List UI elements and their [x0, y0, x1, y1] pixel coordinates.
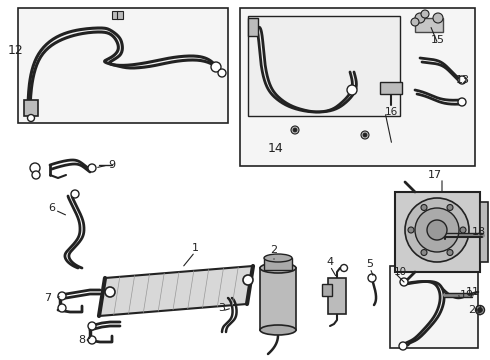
Circle shape [447, 249, 453, 256]
Polygon shape [99, 266, 253, 316]
Circle shape [408, 227, 414, 233]
Bar [415, 18, 443, 32]
Circle shape [105, 287, 115, 297]
Text: 7: 7 [45, 293, 51, 303]
Circle shape [421, 10, 429, 18]
Text: 11: 11 [466, 287, 480, 297]
Circle shape [399, 342, 407, 350]
Circle shape [88, 164, 96, 172]
Circle shape [291, 126, 299, 134]
Text: 14: 14 [268, 141, 284, 154]
Circle shape [368, 274, 376, 282]
Text: 9: 9 [108, 160, 115, 170]
Bar [112, 11, 118, 19]
Circle shape [30, 163, 40, 173]
Ellipse shape [260, 325, 296, 335]
Circle shape [458, 98, 466, 106]
Bar [480, 202, 488, 262]
Bar [264, 258, 292, 270]
Text: 10: 10 [394, 267, 407, 277]
Text: 15: 15 [431, 35, 445, 45]
Circle shape [411, 18, 419, 26]
Text: 4: 4 [326, 257, 334, 267]
Circle shape [421, 204, 427, 211]
Ellipse shape [264, 254, 292, 262]
Text: 6: 6 [48, 203, 55, 213]
Bar [322, 284, 332, 296]
Circle shape [243, 275, 253, 285]
Bar [380, 82, 402, 94]
Circle shape [477, 307, 483, 312]
Ellipse shape [260, 263, 296, 273]
Circle shape [88, 322, 96, 330]
Bar [390, 266, 478, 348]
Circle shape [460, 227, 466, 233]
Circle shape [415, 13, 425, 23]
Bar [117, 11, 123, 19]
Circle shape [433, 13, 443, 23]
Text: 18: 18 [472, 227, 486, 237]
Text: 12: 12 [8, 44, 24, 57]
Circle shape [58, 292, 66, 300]
Circle shape [458, 76, 466, 84]
Circle shape [71, 190, 79, 198]
Circle shape [218, 69, 226, 77]
Circle shape [405, 198, 469, 262]
Bar [260, 268, 296, 330]
Bar [24, 100, 38, 116]
Bar [395, 192, 480, 272]
Bar [248, 16, 400, 116]
Circle shape [421, 249, 427, 256]
Circle shape [58, 304, 66, 312]
Bar [240, 8, 475, 166]
Circle shape [293, 128, 297, 132]
Circle shape [363, 133, 367, 137]
Bar [328, 278, 346, 314]
Text: 8: 8 [78, 335, 86, 345]
Text: 5: 5 [367, 259, 373, 269]
Text: 19: 19 [460, 290, 474, 300]
Circle shape [361, 131, 369, 139]
Text: 13: 13 [456, 75, 470, 85]
Circle shape [427, 220, 447, 240]
Bar [18, 8, 228, 123]
Text: 20: 20 [468, 305, 482, 315]
Circle shape [27, 114, 34, 122]
Circle shape [88, 336, 96, 344]
Text: 2: 2 [270, 245, 277, 255]
Text: 3: 3 [219, 303, 225, 313]
Text: 16: 16 [385, 107, 398, 117]
Circle shape [415, 208, 459, 252]
Circle shape [400, 278, 408, 286]
Circle shape [447, 204, 453, 211]
Circle shape [32, 171, 40, 179]
Circle shape [347, 85, 357, 95]
Bar [248, 18, 258, 36]
Text: 1: 1 [192, 243, 198, 253]
Circle shape [475, 306, 485, 315]
Circle shape [341, 265, 347, 271]
Text: 17: 17 [428, 170, 442, 180]
Circle shape [211, 62, 221, 72]
